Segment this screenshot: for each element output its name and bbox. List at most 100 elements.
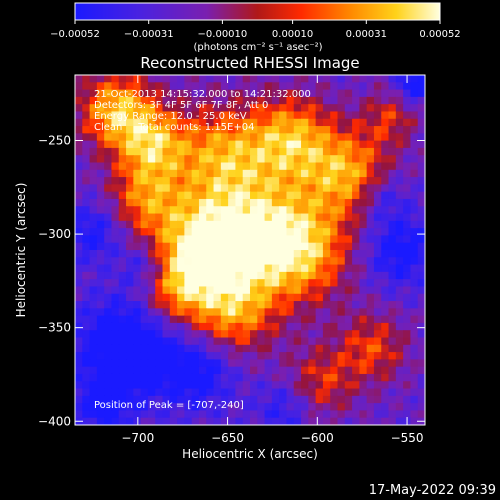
heatmap-cell	[352, 301, 360, 309]
heatmap-cell	[381, 271, 390, 280]
heatmap-cell	[177, 228, 185, 237]
heatmap-cell	[359, 75, 368, 83]
heatmap-cell	[308, 82, 317, 91]
heatmap-cell	[337, 366, 346, 375]
heatmap-cell	[352, 293, 360, 302]
heatmap-cell	[206, 344, 215, 353]
heatmap-cell	[322, 191, 331, 200]
heatmap-cell	[140, 308, 149, 317]
heatmap-cell	[191, 301, 200, 309]
heatmap-cell	[177, 162, 185, 171]
heatmap-cell	[388, 417, 397, 425]
heatmap-cell	[337, 177, 346, 185]
heatmap-cell	[104, 250, 113, 258]
heatmap-cell	[293, 82, 302, 91]
heatmap-cell	[352, 410, 360, 419]
heatmap-cell	[169, 293, 178, 302]
heatmap-cell	[301, 250, 309, 258]
heatmap-cell	[213, 147, 222, 156]
heatmap-cell	[242, 279, 251, 288]
heatmap-cell	[264, 235, 273, 244]
heatmap-cell	[403, 191, 412, 200]
heatmap-cell	[352, 191, 360, 200]
heatmap-cell	[242, 308, 251, 317]
heatmap-cell	[184, 279, 193, 288]
heatmap-cell	[308, 198, 317, 207]
heatmap-cell	[388, 228, 397, 237]
heatmap-cell	[286, 206, 295, 215]
heatmap-cell	[96, 286, 105, 295]
heatmap-cell	[206, 308, 215, 317]
heatmap-cell	[359, 133, 368, 142]
heatmap-cell	[96, 359, 105, 368]
heatmap-cell	[352, 228, 360, 237]
heatmap-cell	[293, 206, 302, 215]
heatmap-cell	[322, 359, 331, 368]
heatmap-cell	[410, 271, 419, 280]
heatmap-cell	[279, 403, 288, 412]
heatmap-cell	[89, 75, 98, 83]
heatmap-cell	[337, 279, 346, 288]
heatmap-cell	[162, 264, 171, 273]
heatmap-cell	[75, 301, 83, 309]
heatmap-cell	[169, 250, 178, 258]
heatmap-cell	[403, 82, 412, 91]
heatmap-cell	[315, 279, 324, 288]
heatmap-cell	[308, 111, 317, 120]
heatmap-cell	[417, 213, 425, 222]
heatmap-cell	[286, 126, 295, 134]
heatmap-cell	[359, 220, 368, 229]
heatmap-cell	[177, 308, 185, 317]
heatmap-cell	[366, 301, 375, 309]
heatmap-cell	[162, 169, 171, 178]
heatmap-cell	[191, 147, 200, 156]
heatmap-cell	[111, 177, 120, 185]
heatmap-cell	[184, 169, 193, 178]
y-tick-label: −350	[38, 321, 71, 335]
heatmap-cell	[293, 359, 302, 368]
heatmap-cell	[198, 250, 207, 258]
heatmap-cell	[352, 96, 360, 105]
heatmap-cell	[330, 155, 339, 164]
heatmap-cell	[96, 228, 105, 237]
heatmap-cell	[403, 228, 412, 237]
heatmap-cell	[417, 228, 425, 237]
heatmap-cell	[104, 184, 113, 193]
heatmap-cell	[250, 330, 258, 339]
heatmap-cell	[417, 330, 425, 339]
heatmap-cell	[191, 308, 200, 317]
heatmap-cell	[89, 155, 98, 164]
heatmap-cell	[293, 286, 302, 295]
heatmap-cell	[177, 322, 185, 331]
plot-frame	[74, 74, 426, 426]
heatmap-cell	[403, 315, 412, 324]
heatmap-cell	[301, 279, 309, 288]
heatmap-cell	[417, 257, 425, 266]
heatmap-cell	[126, 155, 134, 164]
heatmap-cell	[111, 359, 120, 368]
heatmap-cell	[75, 111, 83, 120]
heatmap-cell	[147, 352, 156, 360]
heatmap-cell	[96, 373, 105, 382]
heatmap-cell	[381, 308, 390, 317]
x-tick-label: −700	[121, 431, 154, 445]
heatmap-cell	[111, 147, 120, 156]
heatmap-cell	[271, 104, 280, 113]
heatmap-cell	[75, 75, 83, 83]
heatmap-cell	[359, 198, 368, 207]
heatmap-cell	[250, 308, 258, 317]
heatmap-cell	[344, 184, 353, 193]
heatmap-cell	[104, 417, 113, 425]
heatmap-cell	[403, 155, 412, 164]
heatmap-cell	[315, 133, 324, 142]
heatmap-cell	[220, 169, 229, 178]
heatmap-cell	[417, 75, 425, 83]
heatmap-cell	[381, 104, 390, 113]
heatmap-cell	[417, 381, 425, 390]
heatmap-cell	[330, 184, 339, 193]
heatmap-cell	[381, 169, 390, 178]
heatmap-cell	[177, 279, 185, 288]
heatmap-cell	[301, 242, 309, 251]
heatmap-cell	[286, 366, 295, 375]
heatmap-cell	[147, 337, 156, 346]
